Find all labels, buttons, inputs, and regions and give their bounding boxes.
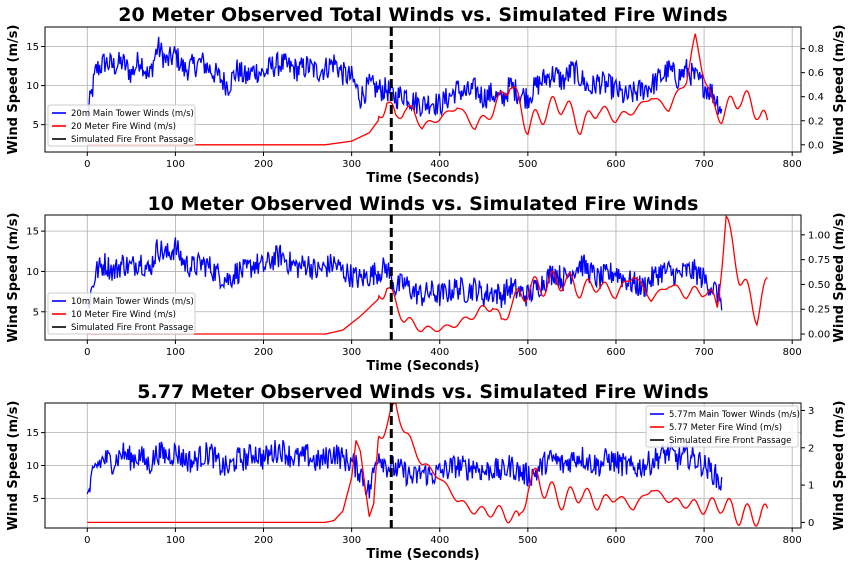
y-tick-label: 5 [33,120,39,131]
legend-entry: 5.77m Main Tower Winds (m/s) [669,410,800,420]
chart-title: 5.77 Meter Observed Winds vs. Simulated … [137,381,708,403]
chart-title: 20 Meter Observed Total Winds vs. Simula… [118,4,727,26]
legend-entry: Simulated Fire Front Passage [71,323,193,333]
x-tick-label: 800 [783,159,802,170]
y-tick-label: 15 [26,42,39,53]
x-tick-label: 200 [254,347,273,358]
x-tick-label: 400 [430,159,449,170]
x-tick-label: 700 [695,159,714,170]
y-tick-label: 15 [26,428,39,439]
y-axis-label: Wind Speed (m/s) [6,213,21,343]
x-tick-label: 500 [518,347,537,358]
x-tick-label: 700 [695,535,714,546]
y-right-axis-label: Wind Speed (m/s) [832,401,847,531]
y-right-tick-label: 0.8 [808,44,824,55]
y-right-tick-label: 3 [808,406,814,417]
y-right-tick-label: 0.6 [808,68,824,79]
chart-title: 10 Meter Observed Winds vs. Simulated Fi… [148,193,699,215]
legend: 10m Main Tower Winds (m/s) 10 Meter Fire … [47,292,196,335]
legend-entry: Simulated Fire Front Passage [669,436,791,446]
x-tick-label: 600 [606,535,625,546]
legend-entry: 10m Main Tower Winds (m/s) [71,297,194,307]
x-axis-label: Time (Seconds) [366,171,479,186]
y-right-tick-label: 0.50 [808,280,830,291]
chart-panel-1: 0 100 200 300 400 500 600 700 800 5 10 15 0.0 0.2 0.4 0… [6,4,847,186]
plot-frame [44,26,802,153]
x-tick-label: 0 [84,159,90,170]
x-tick-label: 800 [783,347,802,358]
y-tick-label: 15 [26,227,39,238]
y-right-tick-label: 2 [808,443,814,454]
x-tick-label: 400 [430,535,449,546]
x-tick-label: 200 [254,159,273,170]
y-right-tick-label: 0.25 [808,305,830,316]
series-line-2 [87,403,769,527]
x-tick-label: 300 [342,535,361,546]
x-tick-label: 100 [166,347,185,358]
x-tick-label: 500 [518,159,537,170]
x-tick-label: 700 [695,347,714,358]
y-axis-label: Wind Speed (m/s) [6,25,21,155]
y-tick-label: 10 [26,81,39,92]
x-tick-label: 800 [783,535,802,546]
series-line-1 [86,36,723,118]
x-tick-label: 300 [342,347,361,358]
x-tick-label: 200 [254,535,273,546]
y-right-axis-label: Wind Speed (m/s) [832,213,847,343]
x-tick-label: 300 [342,159,361,170]
legend-entry: 20m Main Tower Winds (m/s) [71,109,194,119]
y-tick-label: 5 [33,307,39,318]
series-line-2 [87,33,769,146]
y-right-tick-label: 0.2 [808,116,824,127]
x-tick-label: 600 [606,159,625,170]
legend: 5.77m Main Tower Winds (m/s) 5.77 Meter F… [645,405,800,448]
legend-entry: 20 Meter Fire Wind (m/s) [71,122,176,132]
plot-frame [44,214,802,341]
x-tick-label: 100 [166,535,185,546]
x-tick-label: 0 [84,535,90,546]
y-right-tick-label: 0.4 [808,92,824,103]
y-tick-label: 5 [33,494,39,505]
y-right-axis-label: Wind Speed (m/s) [832,25,847,155]
x-tick-label: 400 [430,347,449,358]
x-tick-label: 600 [606,347,625,358]
chart-panel-2: 0 100 200 300 400 500 600 700 800 5 10 15 0.00 0.25 0.… [6,193,847,374]
y-tick-label: 10 [26,461,39,472]
y-tick-label: 10 [26,267,39,278]
series-line-1 [87,237,723,311]
legend-entry: Simulated Fire Front Passage [71,135,193,145]
y-right-tick-label: 0.00 [808,330,830,341]
y-right-tick-label: 1.00 [808,230,830,241]
x-axis-label: Time (Seconds) [366,547,479,562]
x-tick-label: 500 [518,535,537,546]
series-line-1 [86,439,723,499]
x-tick-label: 100 [166,159,185,170]
y-right-tick-label: 0.75 [808,255,830,266]
y-axis-label: Wind Speed (m/s) [6,401,21,531]
series-line-2 [87,215,768,335]
chart-panel-3: 0 100 200 300 400 500 600 700 800 5 10 15 0 1 2 3 5.77 M… [6,381,847,562]
x-tick-label: 0 [84,347,90,358]
legend-entry: 5.77 Meter Fire Wind (m/s) [669,423,782,433]
x-axis-label: Time (Seconds) [366,359,479,374]
legend-entry: 10 Meter Fire Wind (m/s) [71,310,176,320]
y-right-tick-label: 0 [808,518,814,529]
y-right-tick-label: 1 [808,481,814,492]
legend: 20m Main Tower Winds (m/s) 20 Meter Fire … [47,104,196,147]
y-right-tick-label: 0.0 [808,140,824,151]
